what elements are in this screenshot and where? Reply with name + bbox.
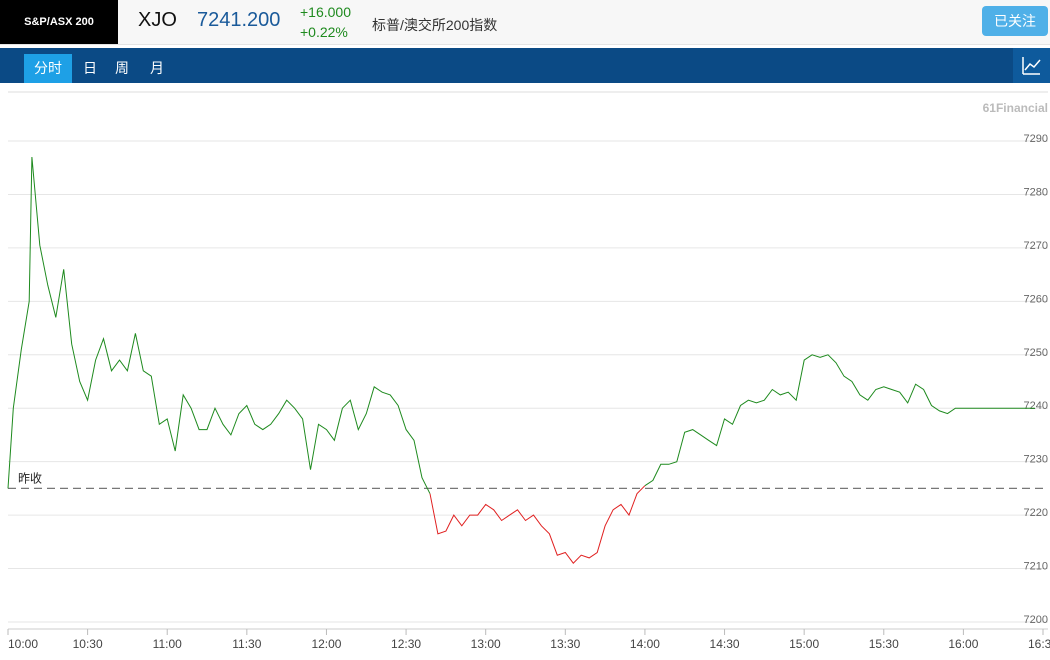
price-line (644, 354, 1035, 487)
change-pct: +0.22% (300, 24, 348, 40)
chart: 61Financial 7200 7210 7220 7230 7240 7250 7260… (7, 91, 1050, 651)
x-tick-label: 10:00 (8, 637, 38, 651)
y-tick-label: 7290 (1024, 133, 1048, 145)
tab[interactable]: 日 (83, 60, 97, 76)
chart-icon[interactable] (1013, 48, 1050, 83)
y-tick-label: 7220 (1024, 507, 1048, 519)
x-tick-label: 14:30 (710, 637, 740, 651)
x-tick-label: 13:00 (471, 637, 501, 651)
watermark: 61Financial (983, 101, 1048, 115)
index-name: 标普/澳交所200指数 (372, 17, 498, 33)
y-tick-label: 7200 (1024, 614, 1048, 626)
x-tick-label: 10:30 (73, 637, 103, 651)
header: S&P/ASX 200 XJO 7241.200 +16.000 +0.22% … (0, 0, 1050, 45)
follow-button[interactable]: 已关注 (982, 6, 1048, 36)
x-tick-label: 14:00 (630, 637, 660, 651)
y-tick-label: 7260 (1024, 293, 1048, 305)
x-tick-label: 11:30 (232, 637, 261, 651)
y-tick-label: 7210 (1024, 561, 1048, 573)
price: 7241.200 (197, 9, 281, 31)
tab[interactable]: 月 (150, 60, 164, 76)
y-tick-label: 7280 (1024, 186, 1048, 198)
x-tick-label: 15:30 (869, 637, 899, 651)
prev-close-label: 昨收 (18, 471, 42, 485)
logo: S&P/ASX 200 (0, 0, 118, 44)
symbol: XJO (138, 9, 177, 31)
x-tick-label: 16:00 (948, 637, 978, 651)
tab[interactable]: 分时 (24, 54, 72, 83)
x-tick-label: 13:30 (550, 637, 580, 651)
tab-bar: 分时 日 周 月 (0, 48, 1050, 83)
x-tick-label: 11:00 (153, 637, 182, 651)
y-tick-label: 7250 (1024, 347, 1048, 359)
price-line (429, 485, 646, 564)
x-tick-label: 12:30 (391, 637, 421, 651)
change: +16.000 (300, 4, 351, 20)
y-tick-label: 7270 (1024, 240, 1048, 252)
x-tick-label: 15:00 (789, 637, 819, 651)
price-line (7, 156, 431, 494)
x-tick-label: 16:30 (1028, 637, 1050, 651)
x-tick-label: 12:00 (311, 637, 341, 651)
y-tick-label: 7240 (1024, 400, 1048, 412)
tab[interactable]: 周 (115, 60, 129, 76)
y-tick-label: 7230 (1024, 454, 1048, 466)
